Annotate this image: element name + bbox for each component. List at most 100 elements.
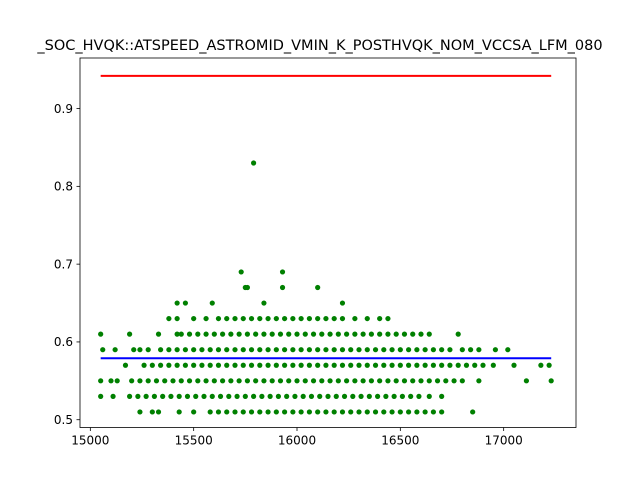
scatter-point [434, 378, 441, 384]
scatter-point [348, 409, 354, 415]
scatter-point [158, 362, 164, 368]
scatter-point [182, 347, 188, 353]
scatter-point [372, 362, 379, 368]
scatter-point [224, 362, 230, 368]
scatter-point [323, 347, 329, 353]
scatter-point [207, 409, 213, 415]
scatter-point [300, 393, 306, 399]
scatter-point [470, 409, 476, 415]
scatter-point [377, 315, 383, 322]
scatter-point [277, 331, 284, 337]
scatter-point [141, 362, 147, 368]
scatter-point [215, 362, 222, 368]
scatter-point [306, 315, 312, 322]
scatter-point [339, 315, 346, 322]
scatter-point [315, 409, 321, 415]
scatter-point [414, 409, 420, 415]
scatter-point [459, 378, 465, 384]
scatter-point [416, 393, 422, 399]
scatter-point [348, 347, 354, 353]
scatter-point [176, 409, 182, 415]
scatter-point [492, 347, 498, 353]
scatter-point [248, 409, 255, 415]
scatter-point [240, 315, 246, 322]
scatter-point [98, 393, 104, 399]
scatter-point [323, 315, 329, 322]
scatter-point [443, 378, 449, 384]
scatter-point [244, 331, 250, 337]
scatter-point [290, 362, 296, 368]
scatter-point [209, 393, 215, 399]
scatter-point [523, 378, 530, 384]
scatter-point [341, 393, 348, 399]
scatter-point [333, 393, 339, 399]
scatter-point [339, 409, 346, 415]
scatter-point [273, 409, 279, 415]
scatter-point [174, 315, 180, 322]
scatter-point [155, 331, 162, 337]
scatter-point [290, 409, 296, 415]
scatter-point [381, 409, 387, 415]
scatter-point [261, 331, 267, 337]
scatter-point [108, 378, 114, 384]
scatter-point [451, 378, 457, 384]
scatter-point [158, 347, 164, 353]
scatter-point [98, 378, 104, 384]
scatter-point [356, 409, 362, 415]
scatter-point [257, 362, 263, 368]
scatter-point [240, 409, 246, 415]
scatter-point [182, 300, 188, 306]
scatter-point [381, 362, 387, 368]
scatter-point [236, 378, 242, 384]
scatter-point [135, 393, 141, 399]
scatter-point [422, 362, 428, 368]
scatter-point [195, 378, 201, 384]
scatter-point [166, 347, 172, 353]
scatter-point [114, 378, 120, 384]
scatter-point [240, 362, 246, 368]
scatter-point [282, 315, 288, 322]
scatter-point [186, 378, 193, 384]
scatter-point [149, 362, 155, 368]
scatter-point [166, 315, 172, 322]
scatter-point [368, 378, 374, 384]
scatter-point [259, 393, 265, 399]
scatter-point [193, 393, 199, 399]
scatter-point [306, 409, 312, 415]
scatter-point [251, 160, 257, 166]
scatter-point [290, 315, 296, 322]
scatter-point [226, 393, 232, 399]
scatter-point [203, 331, 209, 337]
scatter-point [397, 409, 403, 415]
scatter-point [344, 331, 350, 337]
scatter-point [331, 362, 337, 368]
scatter-point [339, 362, 346, 368]
scatter-point [294, 331, 300, 337]
scatter-point [178, 331, 184, 337]
scatter-point [383, 393, 389, 399]
scatter-point [331, 347, 337, 353]
scatter-point [356, 347, 362, 353]
scatter-point [315, 284, 321, 291]
scatter-point [207, 347, 213, 353]
scatter-point [284, 393, 290, 399]
scatter-point [122, 362, 129, 368]
scatter-point [174, 362, 180, 368]
scatter-point [217, 393, 224, 399]
scatter-point [265, 315, 271, 322]
scatter-point [127, 393, 133, 399]
y-tick-label: 0.7 [54, 257, 73, 271]
scatter-point [199, 362, 205, 368]
scatter-point [166, 362, 172, 368]
scatter-point [401, 331, 408, 337]
scatter-point [418, 378, 424, 384]
plot-area [98, 74, 554, 415]
scatter-point [327, 331, 333, 337]
y-tick-label: 0.5 [54, 413, 73, 427]
scatter-point [377, 331, 383, 337]
scatter-point [228, 331, 234, 337]
scatter-point [240, 347, 246, 353]
scatter-point [261, 378, 267, 384]
scatter-point [339, 347, 346, 353]
